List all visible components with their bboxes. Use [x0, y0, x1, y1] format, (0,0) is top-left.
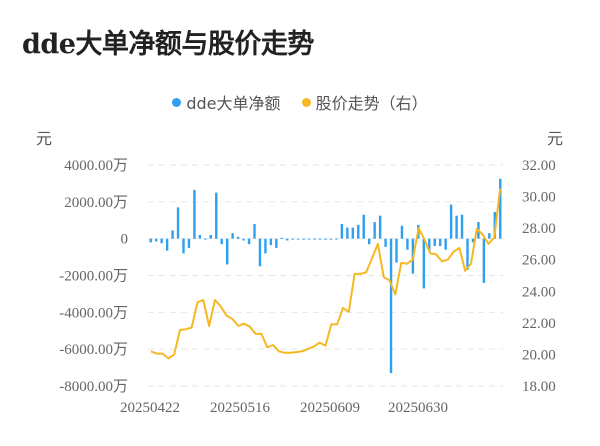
dde-bar[interactable]	[313, 238, 316, 240]
dde-bar[interactable]	[455, 215, 458, 239]
dde-bar[interactable]	[286, 238, 289, 241]
gridlines	[148, 164, 503, 387]
dde-bar[interactable]	[215, 192, 218, 239]
dde-bar[interactable]	[340, 223, 344, 239]
x-tick-label: 20250422	[120, 400, 180, 416]
chart-legend: dde大单净额 股价走势（右）	[0, 90, 600, 114]
dde-bar[interactable]	[258, 238, 262, 267]
dde-bar[interactable]	[225, 238, 229, 265]
dde-bar[interactable]	[449, 204, 453, 239]
dde-bar[interactable]	[242, 238, 245, 241]
dde-bar[interactable]	[160, 238, 163, 244]
x-tick-label: 20250630	[388, 400, 448, 416]
left-axis-unit: 元	[36, 129, 53, 148]
x-tick-label: 20250609	[300, 400, 360, 416]
x-tick-label: 20250516	[210, 400, 271, 416]
dde-bar[interactable]	[236, 236, 240, 239]
dde-bars	[149, 178, 502, 374]
right-tick-label: 32.00	[522, 158, 556, 174]
dde-bar[interactable]	[231, 233, 234, 239]
dde-bar[interactable]	[187, 238, 191, 248]
dde-bar[interactable]	[378, 215, 382, 239]
chart-title: dde大单净额与股价走势	[22, 29, 314, 60]
dde-bar[interactable]	[253, 223, 256, 239]
dde-bar[interactable]	[346, 227, 349, 239]
right-axis-ticks: 32.00 30.00 28.00 26.00 24.00 22.00 20.00 18.00	[522, 158, 556, 395]
dde-bar[interactable]	[482, 238, 486, 283]
legend-dot-orange-icon	[301, 97, 311, 107]
dde-bar[interactable]	[335, 238, 338, 240]
price-line-path[interactable]	[150, 188, 502, 360]
dde-bar[interactable]	[318, 238, 322, 240]
dde-bar[interactable]	[406, 238, 409, 250]
dde-bar[interactable]	[220, 238, 223, 245]
dde-bar[interactable]	[264, 238, 267, 254]
right-tick-label: 30.00	[522, 190, 556, 206]
dde-bar[interactable]	[488, 233, 491, 239]
dde-bar[interactable]	[389, 238, 393, 374]
dde-bar[interactable]	[357, 224, 360, 239]
right-axis-unit: 元	[547, 129, 564, 148]
right-tick-label: 22.00	[522, 316, 556, 332]
dde-bar[interactable]	[171, 230, 174, 239]
left-tick-label: 4000.00万	[64, 158, 128, 174]
dde-bar[interactable]	[471, 238, 475, 243]
legend-label-price: 股价走势（右）	[315, 94, 428, 113]
dde-bar[interactable]	[302, 238, 305, 240]
x-axis-ticks: 20250422 20250516 20250609 20250630	[120, 400, 448, 416]
dde-bar[interactable]	[291, 238, 294, 240]
dde-bar[interactable]	[351, 227, 355, 239]
dde-bar[interactable]	[460, 214, 464, 239]
dde-bar[interactable]	[438, 238, 442, 247]
dde-bar[interactable]	[193, 189, 196, 239]
dde-bar[interactable]	[395, 238, 398, 263]
left-tick-label: -8000.00万	[59, 379, 128, 395]
left-tick-label: -6000.00万	[59, 342, 128, 358]
dde-bar[interactable]	[149, 238, 152, 243]
legend-item-price[interactable]: 股价走势（右）	[301, 90, 428, 114]
dde-bar[interactable]	[275, 238, 278, 248]
left-tick-label: -2000.00万	[59, 269, 128, 285]
dde-bar[interactable]	[324, 238, 327, 240]
dde-bar[interactable]	[307, 238, 311, 240]
dde-bar[interactable]	[176, 207, 180, 239]
right-tick-label: 20.00	[522, 347, 556, 363]
right-tick-label: 28.00	[522, 221, 556, 237]
dde-bar[interactable]	[384, 238, 387, 247]
dde-bar[interactable]	[247, 238, 251, 245]
left-tick-label: -4000.00万	[59, 305, 128, 321]
dde-bar[interactable]	[433, 238, 436, 247]
dde-bar[interactable]	[428, 238, 431, 252]
dde-bar[interactable]	[198, 234, 202, 239]
dde-bar[interactable]	[329, 238, 333, 240]
left-tick-label: 2000.00万	[64, 195, 128, 211]
dde-bar[interactable]	[280, 237, 284, 239]
legend-item-dde[interactable]: dde大单净额	[172, 90, 281, 114]
dde-bar[interactable]	[154, 238, 158, 242]
dde-bar[interactable]	[269, 238, 273, 246]
dde-bar[interactable]	[400, 225, 404, 239]
dde-bar[interactable]	[362, 214, 365, 239]
dde-bar[interactable]	[373, 222, 376, 239]
price-line	[150, 188, 502, 360]
dde-bar[interactable]	[204, 238, 207, 240]
dde-bar[interactable]	[499, 178, 502, 239]
dde-bar[interactable]	[466, 238, 469, 270]
right-tick-label: 26.00	[522, 253, 556, 269]
dde-bar[interactable]	[444, 238, 447, 250]
dde-bar[interactable]	[182, 238, 185, 254]
right-tick-label: 18.00	[522, 379, 556, 395]
right-tick-label: 24.00	[522, 284, 556, 300]
left-tick-label: 0	[121, 232, 129, 248]
dde-bar[interactable]	[296, 238, 300, 240]
legend-label-dde: dde大单净额	[186, 94, 281, 113]
dde-bar[interactable]	[422, 238, 426, 289]
dde-bar[interactable]	[367, 238, 371, 245]
dde-bar[interactable]	[165, 238, 169, 251]
legend-dot-blue-icon	[172, 97, 182, 107]
left-axis-ticks: 4000.00万 2000.00万 0 -2000.00万 -4000.00万 -6000…	[59, 158, 128, 395]
dde-bar[interactable]	[209, 234, 213, 239]
